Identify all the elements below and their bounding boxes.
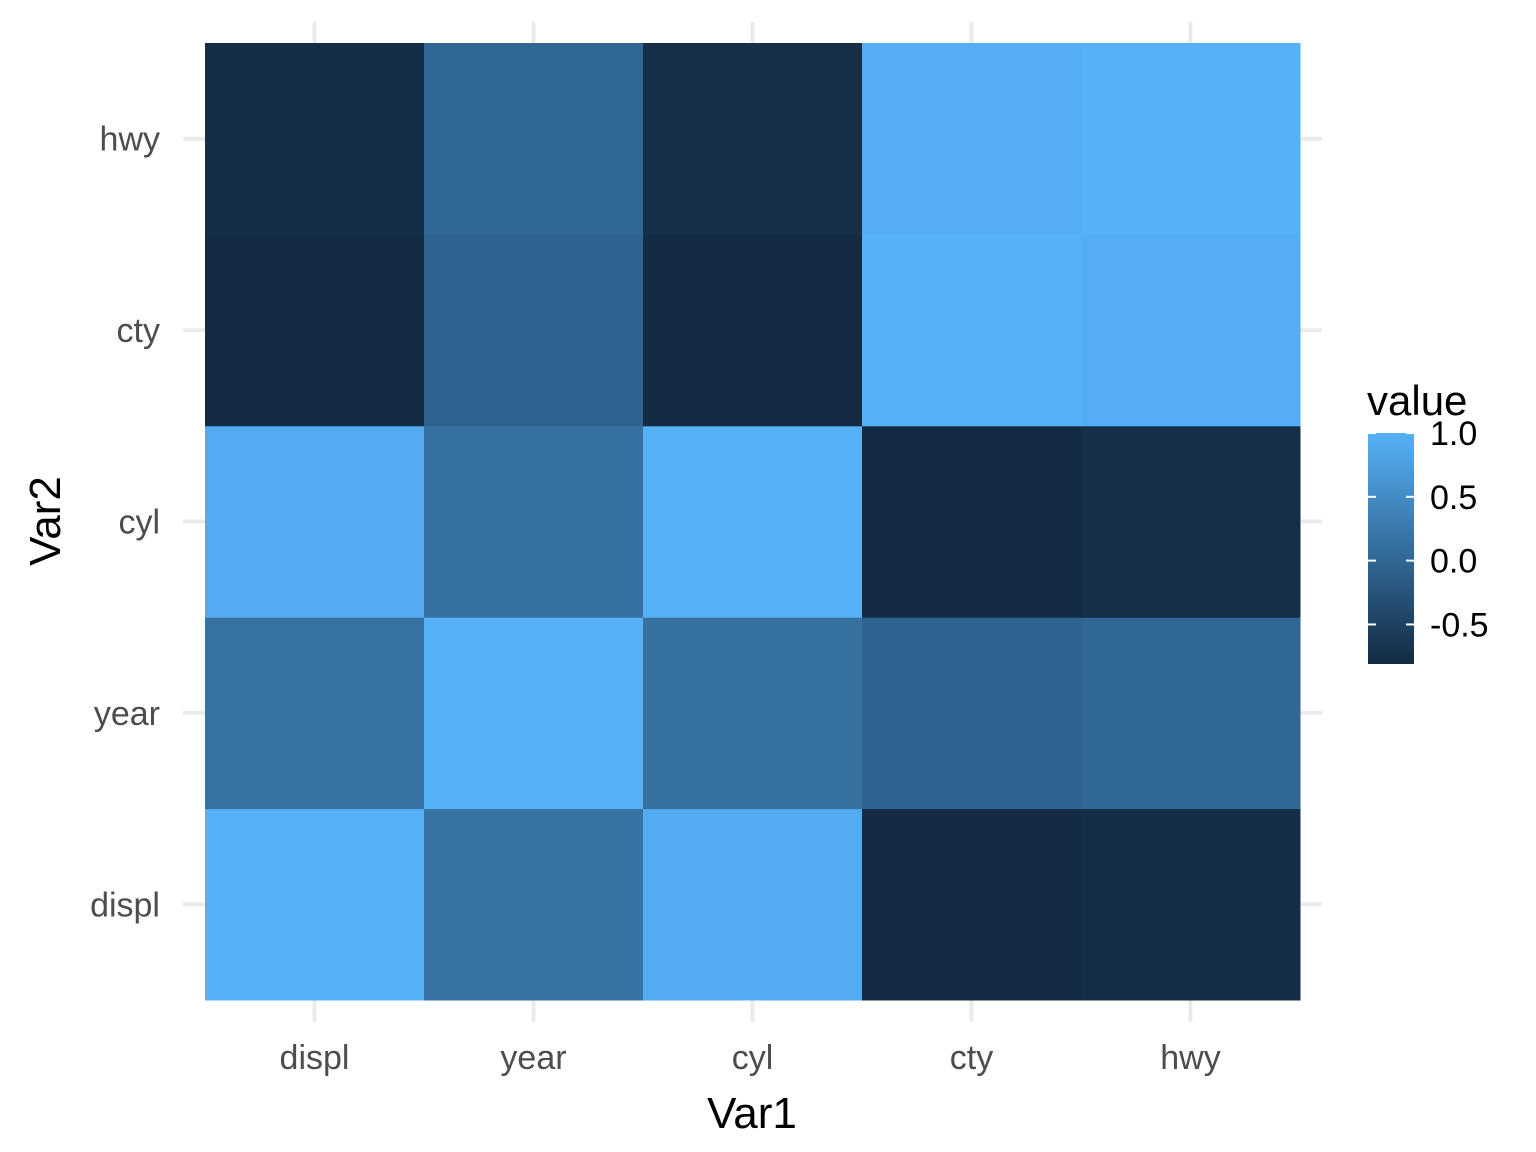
y-tick-label-cyl: cyl — [118, 504, 160, 542]
heatmap-cell-displ-cyl — [205, 425, 425, 618]
y-tick-label-year: year — [94, 695, 160, 733]
legend-ticks: 1.0 0.5 0.0 -0.5 — [1368, 415, 1489, 644]
heatmap-cell-hwy-year — [1081, 617, 1301, 810]
y-axis-title: Var2 — [21, 476, 70, 566]
heatmap-cell-displ-cty — [205, 234, 425, 427]
y-tick-label-displ: displ — [90, 886, 160, 924]
heatmap-cell-hwy-hwy — [1081, 43, 1301, 235]
heatmap-cell-hwy-displ — [1081, 808, 1301, 1001]
heatmap-cell-cyl-cyl — [643, 425, 863, 618]
heatmap-cell-displ-hwy — [205, 43, 425, 235]
heatmap-cell-year-year — [424, 617, 644, 810]
x-tick-label-cty: cty — [950, 1039, 993, 1077]
heatmap-cell-hwy-cyl — [1081, 425, 1301, 618]
heatmap-cell-cty-cyl — [862, 425, 1082, 618]
heatmap-cell-year-hwy — [424, 43, 644, 235]
legend-tick-label: 0.5 — [1430, 479, 1477, 517]
x-tick-label-year: year — [500, 1039, 566, 1077]
heatmap-cell-cyl-hwy — [643, 43, 863, 235]
legend-tick-label: -0.5 — [1430, 606, 1489, 644]
heatmap-cell-cyl-year — [643, 617, 863, 810]
legend-color-bar — [1368, 433, 1414, 664]
legend-title: value — [1367, 377, 1467, 424]
heatmap-cell-year-cyl — [424, 425, 644, 618]
heatmap-cell-cty-hwy — [862, 43, 1082, 235]
heatmap-cell-cyl-displ — [643, 808, 863, 1001]
heatmap-cell-year-cty — [424, 234, 644, 427]
heatmap-cell-cty-cty — [862, 234, 1082, 427]
y-tick-label-hwy: hwy — [100, 121, 160, 159]
y-tick-label-cty: cty — [117, 312, 160, 350]
heatmap-cell-cyl-cty — [643, 234, 863, 427]
heatmap-cells — [205, 43, 1301, 1001]
heatmap-cell-cty-displ — [862, 808, 1082, 1001]
legend-tick-label: 1.0 — [1430, 415, 1477, 453]
heatmap-cell-year-displ — [424, 808, 644, 1001]
y-axis-tick-labels: displ year cyl cty hwy — [90, 121, 160, 925]
x-tick-label-displ: displ — [280, 1039, 350, 1077]
heatmap-cell-displ-year — [205, 617, 425, 810]
x-tick-label-cyl: cyl — [732, 1039, 774, 1077]
heatmap-cell-cty-year — [862, 617, 1082, 810]
legend-tick-label: 0.0 — [1430, 543, 1477, 581]
heatmap-cell-displ-displ — [205, 808, 425, 1001]
x-axis-title: Var1 — [707, 1089, 797, 1138]
x-axis-tick-labels: displ year cyl cty hwy — [280, 1039, 1221, 1077]
x-tick-label-hwy: hwy — [1160, 1039, 1220, 1077]
legend: value 1.0 0.5 0.0 -0.5 — [1367, 377, 1489, 664]
heatmap-cell-hwy-cty — [1081, 234, 1301, 427]
